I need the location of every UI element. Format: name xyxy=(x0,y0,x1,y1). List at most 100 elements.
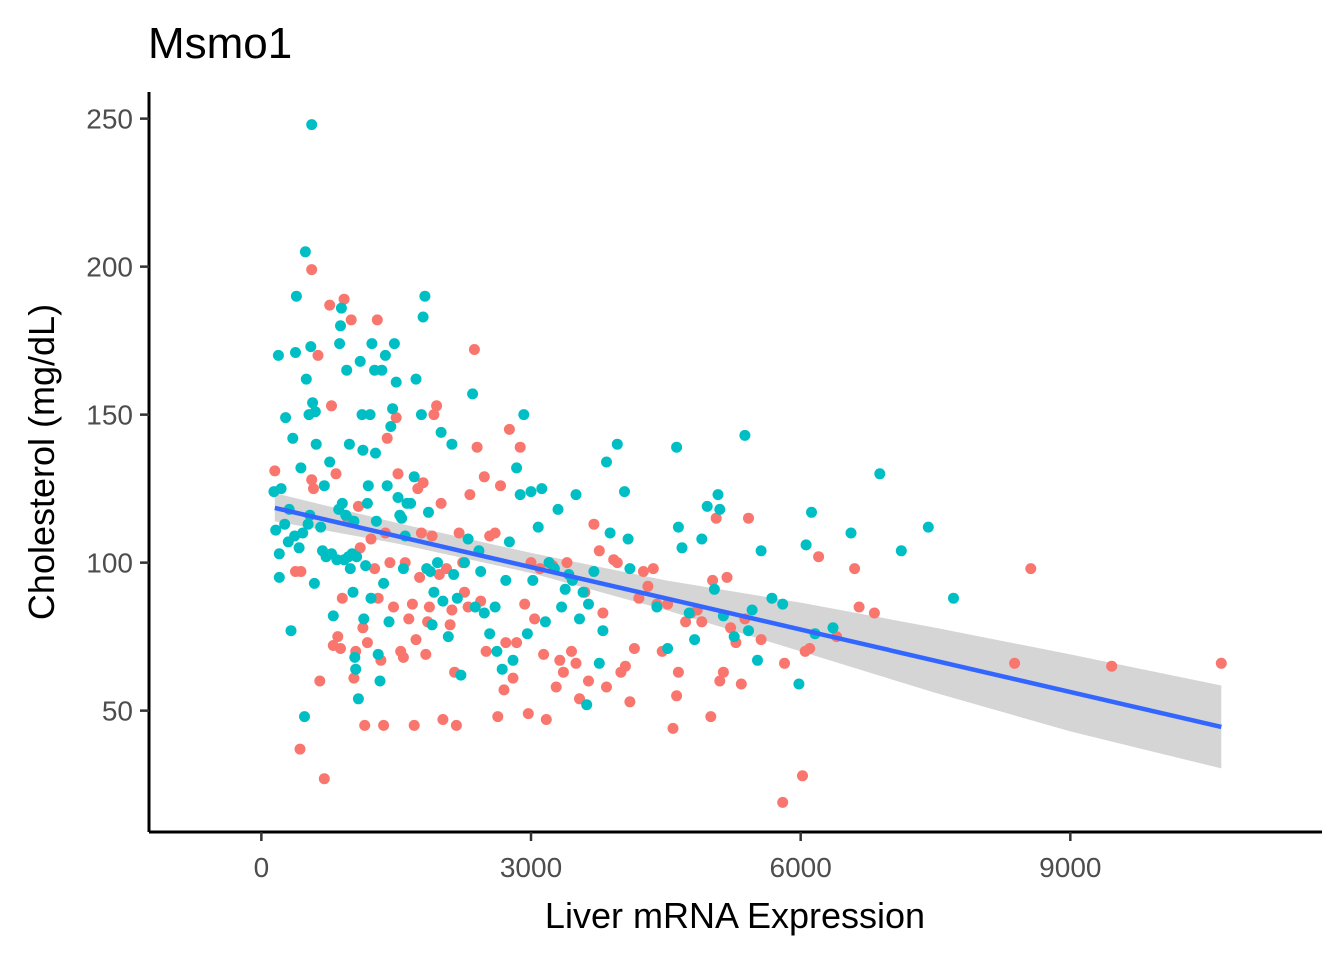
data-point xyxy=(469,601,481,613)
data-point xyxy=(299,246,311,258)
data-point xyxy=(366,338,378,350)
data-point xyxy=(414,571,426,583)
data-point xyxy=(392,492,404,503)
data-point xyxy=(536,483,548,495)
data-point xyxy=(793,678,805,690)
data-point xyxy=(1025,563,1037,575)
data-point xyxy=(299,711,310,723)
data-point xyxy=(518,409,530,421)
data-point xyxy=(426,530,438,542)
y-tick-label: 250 xyxy=(86,104,133,135)
data-point xyxy=(622,533,634,545)
data-point xyxy=(550,681,562,693)
data-point xyxy=(480,645,492,657)
data-point xyxy=(746,604,758,616)
data-point xyxy=(307,397,319,409)
data-point xyxy=(359,719,371,731)
data-point xyxy=(273,548,285,560)
data-point xyxy=(498,684,510,696)
data-point xyxy=(507,654,519,666)
data-point xyxy=(529,613,541,625)
data-point xyxy=(310,438,322,450)
data-point xyxy=(387,403,399,415)
data-point xyxy=(705,711,717,723)
data-point xyxy=(779,657,790,669)
data-point xyxy=(345,314,357,326)
data-point xyxy=(619,660,631,672)
data-point xyxy=(683,607,695,619)
data-point xyxy=(450,719,462,731)
data-point xyxy=(522,708,534,720)
data-point xyxy=(338,293,350,305)
data-point xyxy=(624,563,636,575)
data-point xyxy=(557,666,569,678)
data-point xyxy=(431,400,443,412)
data-point xyxy=(318,773,330,785)
data-point xyxy=(315,521,327,533)
data-point xyxy=(455,669,467,681)
data-point xyxy=(376,364,388,376)
data-point xyxy=(467,388,479,400)
data-point xyxy=(437,714,449,725)
data-point xyxy=(352,500,364,512)
data-point xyxy=(671,441,683,453)
x-tick-label: 9000 xyxy=(1039,852,1101,883)
data-point xyxy=(707,574,719,586)
data-point xyxy=(500,637,512,649)
data-point xyxy=(381,432,393,444)
data-point xyxy=(676,542,688,554)
data-point xyxy=(397,651,409,663)
data-point xyxy=(601,681,612,693)
data-point xyxy=(495,480,506,492)
data-point xyxy=(426,619,438,631)
data-point xyxy=(388,338,400,350)
data-point xyxy=(349,651,361,663)
data-point xyxy=(358,613,370,625)
data-point xyxy=(637,566,649,577)
data-point xyxy=(306,119,318,131)
data-point xyxy=(593,545,605,557)
data-point xyxy=(511,637,523,649)
data-point xyxy=(451,592,463,604)
data-point xyxy=(601,456,612,468)
data-point xyxy=(287,432,299,444)
data-point xyxy=(525,486,537,498)
data-point xyxy=(347,586,359,598)
data-point xyxy=(415,527,427,539)
data-point xyxy=(619,486,630,498)
data-point xyxy=(588,518,600,530)
data-point xyxy=(275,483,287,495)
data-point xyxy=(714,675,726,687)
data-point xyxy=(357,444,369,456)
data-point xyxy=(777,598,789,610)
data-point xyxy=(577,586,589,598)
y-tick-label: 50 xyxy=(102,696,133,727)
data-point xyxy=(552,503,564,515)
data-point xyxy=(371,314,383,326)
data-point xyxy=(710,512,722,524)
data-point xyxy=(464,489,476,501)
data-point xyxy=(570,489,582,501)
data-point xyxy=(478,607,490,619)
data-point xyxy=(388,601,399,613)
data-point xyxy=(334,338,346,350)
data-point xyxy=(390,376,402,388)
data-point xyxy=(381,480,393,492)
data-point xyxy=(849,563,861,575)
data-point xyxy=(370,447,381,459)
data-point xyxy=(344,563,356,575)
data-point xyxy=(532,521,544,533)
data-point xyxy=(514,489,526,501)
data-point xyxy=(372,648,384,660)
data-point xyxy=(294,743,306,755)
data-point xyxy=(369,563,381,575)
data-point xyxy=(396,512,408,524)
data-point xyxy=(442,631,454,643)
data-point xyxy=(361,637,373,649)
data-point xyxy=(468,344,480,355)
data-point xyxy=(293,542,305,554)
data-point xyxy=(1215,657,1227,669)
data-point xyxy=(348,672,360,684)
data-point xyxy=(327,610,339,622)
